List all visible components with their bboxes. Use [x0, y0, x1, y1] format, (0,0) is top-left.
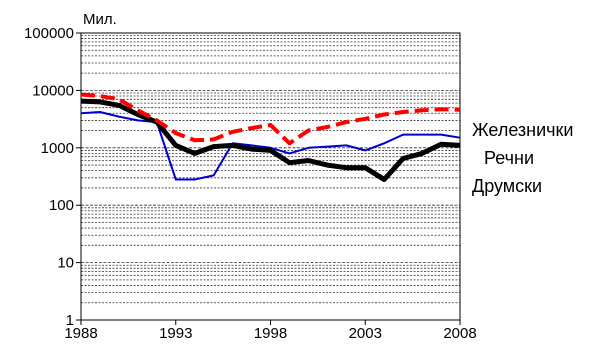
x-tick-label: 2008 — [443, 325, 476, 342]
y-tick-label: 1 — [66, 312, 74, 329]
series-label-2: Друмски — [472, 176, 542, 196]
series-labels: Железнички Речни Друмски — [472, 120, 574, 196]
gridlines — [81, 35, 460, 304]
y-tick-label: 100 — [49, 197, 74, 214]
x-tick-label: 1988 — [64, 325, 97, 342]
plot-frame — [80, 32, 461, 321]
y-tick-label: 1000 — [41, 140, 74, 157]
x-tick-label: 1998 — [254, 325, 287, 342]
y-tick-label: 10 — [57, 255, 74, 272]
x-tick-label: 2003 — [349, 325, 382, 342]
series-lines — [80, 92, 461, 182]
series-label-1: Речни — [484, 148, 534, 168]
y-tick-label: 100000 — [24, 25, 74, 42]
axes: 1 10 100 1000 10000 100000 1988 1993 1998 2003 200… — [24, 25, 477, 342]
series-line-0 — [80, 92, 461, 146]
y-unit-label: Мил. — [83, 11, 117, 28]
series-line-2 — [80, 98, 461, 182]
series-label-0: Железнички — [472, 120, 574, 140]
y-tick-label: 10000 — [32, 82, 74, 99]
x-tick-label: 1993 — [159, 325, 192, 342]
series-line-1 — [80, 111, 461, 181]
